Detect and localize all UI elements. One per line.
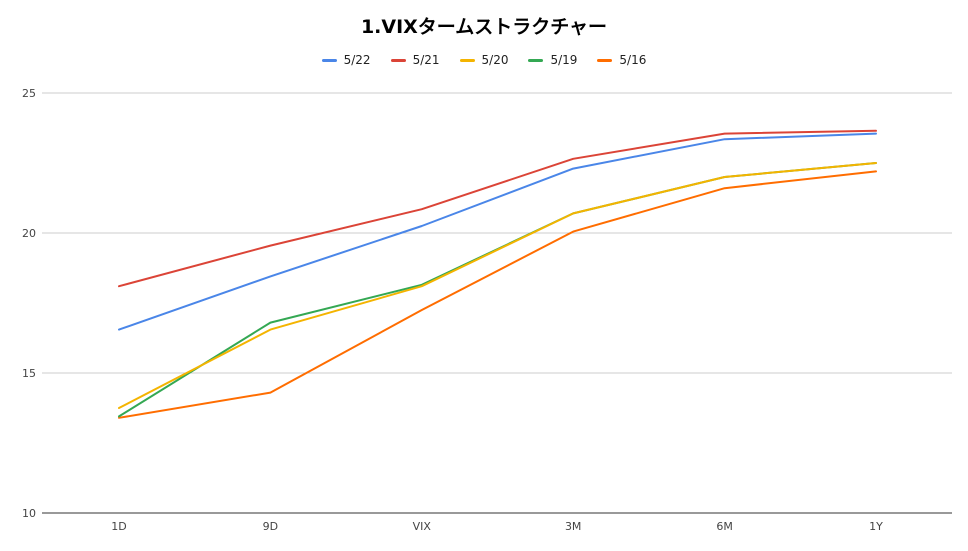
x-tick-label: 1Y — [869, 520, 883, 533]
x-tick-label: VIX — [413, 520, 432, 533]
y-tick-label: 20 — [22, 227, 36, 240]
legend-item[interactable]: 5/20 — [459, 53, 509, 67]
gridlines — [42, 92, 952, 514]
legend-swatch — [459, 58, 475, 62]
legend-item[interactable]: 5/16 — [597, 53, 646, 67]
x-tick-label: 6M — [716, 520, 733, 533]
x-axis-ticks: 1D 9D VIX 3M 6M 1Y — [111, 520, 883, 533]
legend-swatch — [528, 58, 544, 62]
series-line-5-16[interactable] — [118, 170, 877, 419]
legend-item[interactable]: 5/22 — [321, 53, 371, 67]
series-line-5-20[interactable] — [118, 162, 877, 409]
series-line-5-21[interactable] — [118, 129, 877, 288]
y-tick-label: 10 — [22, 507, 36, 520]
legend-item[interactable]: 5/19 — [528, 53, 577, 67]
legend-label: 5/20 — [481, 53, 509, 67]
x-tick-label: 3M — [565, 520, 582, 533]
chart-title: 1.VIXタームストラクチャー — [360, 16, 608, 38]
series-lines — [118, 129, 877, 419]
legend-label: 5/16 — [619, 53, 647, 67]
y-tick-label: 25 — [22, 87, 36, 100]
legend-label: 5/21 — [412, 53, 440, 67]
legend-swatch — [597, 58, 613, 62]
x-tick-label: 1D — [111, 520, 126, 533]
legend-swatch — [321, 58, 337, 62]
legend-item[interactable]: 5/21 — [390, 53, 440, 67]
x-tick-label: 9D — [263, 520, 278, 533]
y-axis-ticks: 10 15 20 25 — [22, 87, 36, 520]
legend-label: 5/19 — [550, 53, 578, 67]
y-tick-label: 15 — [22, 367, 36, 380]
series-line-5-22[interactable] — [118, 132, 877, 331]
legend-swatch — [390, 58, 406, 62]
legend: 5/22 5/21 5/20 5/19 5/16 — [0, 53, 968, 67]
legend-label: 5/22 — [343, 53, 371, 67]
